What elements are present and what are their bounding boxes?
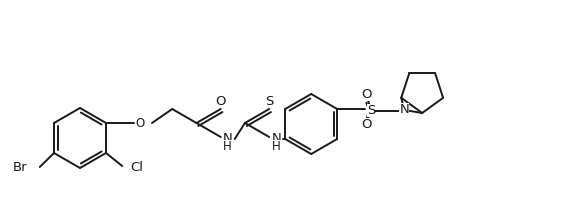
- Text: Cl: Cl: [130, 161, 143, 174]
- Text: O: O: [361, 119, 371, 132]
- Text: H: H: [224, 141, 232, 154]
- Text: N: N: [223, 132, 233, 145]
- Text: O: O: [361, 88, 371, 101]
- Text: O: O: [216, 95, 226, 108]
- Text: O: O: [135, 117, 144, 130]
- Text: S: S: [265, 95, 273, 108]
- Text: H: H: [272, 141, 281, 154]
- Text: N: N: [271, 132, 281, 145]
- Text: Br: Br: [13, 161, 28, 174]
- Text: S: S: [367, 104, 375, 117]
- Text: N: N: [399, 103, 409, 117]
